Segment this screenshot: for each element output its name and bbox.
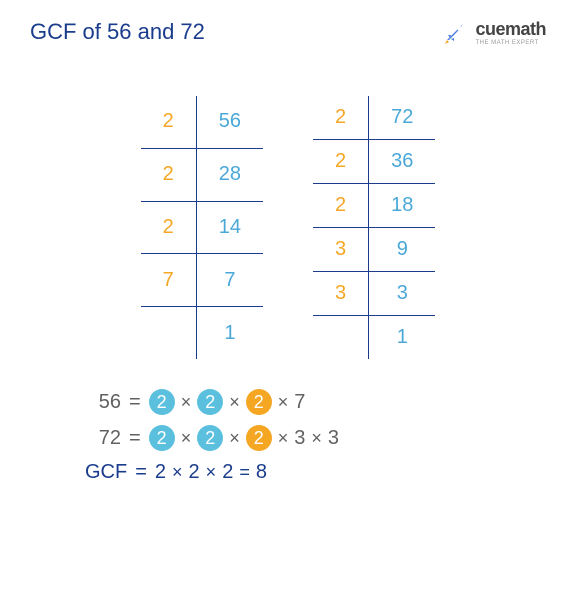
quotient-cell: 1	[369, 316, 436, 360]
divisor-cell: 2	[141, 96, 197, 148]
header: GCF of 56 and 72 cuemath THE MATH EXPERT	[0, 0, 576, 56]
quotient-cell: 9	[369, 228, 436, 272]
eq-parts: 2×2×2×3×3	[149, 425, 339, 451]
divisor-cell	[313, 316, 369, 360]
equals-sign: =	[129, 391, 141, 414]
logo: cuemath THE MATH EXPERT	[441, 18, 546, 46]
factor-bubble: 2	[246, 389, 272, 415]
factor-plain: 7	[294, 391, 305, 414]
divisor-cell: 3	[313, 228, 369, 272]
factor-bubble: 2	[149, 425, 175, 451]
quotient-cell: 72	[369, 96, 436, 140]
equations: 56 = 2×2×2×7 72 = 2×2×2×3×3 GCF = 2×2×2=…	[0, 389, 576, 484]
operator: ×	[229, 392, 240, 413]
operator: ×	[206, 462, 217, 483]
divisor-cell: 2	[313, 140, 369, 184]
divisor-cell: 7	[141, 254, 197, 307]
factor-bubble: 2	[149, 389, 175, 415]
logo-sub: THE MATH EXPERT	[475, 40, 538, 46]
divisor-cell: 3	[313, 272, 369, 316]
equals-sign: =	[135, 461, 147, 484]
rocket-icon	[441, 18, 469, 46]
factor-plain: 3	[294, 427, 305, 450]
equals-sign: =	[129, 427, 141, 450]
quotient-cell: 7	[196, 254, 263, 307]
divisor-cell: 2	[141, 148, 197, 201]
factor-plain: 2	[155, 461, 166, 484]
eq-parts: 2×2×2×7	[149, 389, 306, 415]
factor-plain: 2	[189, 461, 200, 484]
quotient-cell: 28	[196, 148, 263, 201]
eq-parts: 2×2×2=8	[155, 461, 267, 484]
divisor-cell: 2	[313, 96, 369, 140]
page-title: GCF of 56 and 72	[30, 19, 205, 45]
ladder-56: 256228214771	[141, 96, 263, 359]
quotient-cell: 14	[196, 201, 263, 254]
factor-plain: 2	[222, 461, 233, 484]
operator: ×	[311, 428, 322, 449]
divisor-cell	[141, 307, 197, 359]
logo-text: cuemath THE MATH EXPERT	[475, 19, 546, 46]
equation-gcf: GCF = 2×2×2=8	[85, 461, 576, 484]
equation-56: 56 = 2×2×2×7	[85, 389, 576, 415]
quotient-cell: 1	[196, 307, 263, 359]
operator: ×	[181, 428, 192, 449]
gcf-label: GCF	[85, 461, 127, 484]
factor-plain: 8	[256, 461, 267, 484]
divisor-cell: 2	[141, 201, 197, 254]
factorization-tables: 256228214771 27223621839331	[0, 96, 576, 359]
quotient-cell: 36	[369, 140, 436, 184]
operator: ×	[181, 392, 192, 413]
eq-label: 56	[85, 391, 121, 414]
equation-72: 72 = 2×2×2×3×3	[85, 425, 576, 451]
eq-label: 72	[85, 427, 121, 450]
ladder-72: 27223621839331	[313, 96, 435, 359]
logo-main: cuemath	[475, 19, 546, 40]
quotient-cell: 3	[369, 272, 436, 316]
divisor-cell: 2	[313, 184, 369, 228]
operator: ×	[229, 428, 240, 449]
factor-bubble: 2	[246, 425, 272, 451]
operator: ×	[278, 392, 289, 413]
quotient-cell: 56	[196, 96, 263, 148]
factor-plain: 3	[328, 427, 339, 450]
factor-bubble: 2	[197, 425, 223, 451]
operator: ×	[278, 428, 289, 449]
operator: =	[239, 462, 250, 483]
factor-bubble: 2	[197, 389, 223, 415]
operator: ×	[172, 462, 183, 483]
quotient-cell: 18	[369, 184, 436, 228]
